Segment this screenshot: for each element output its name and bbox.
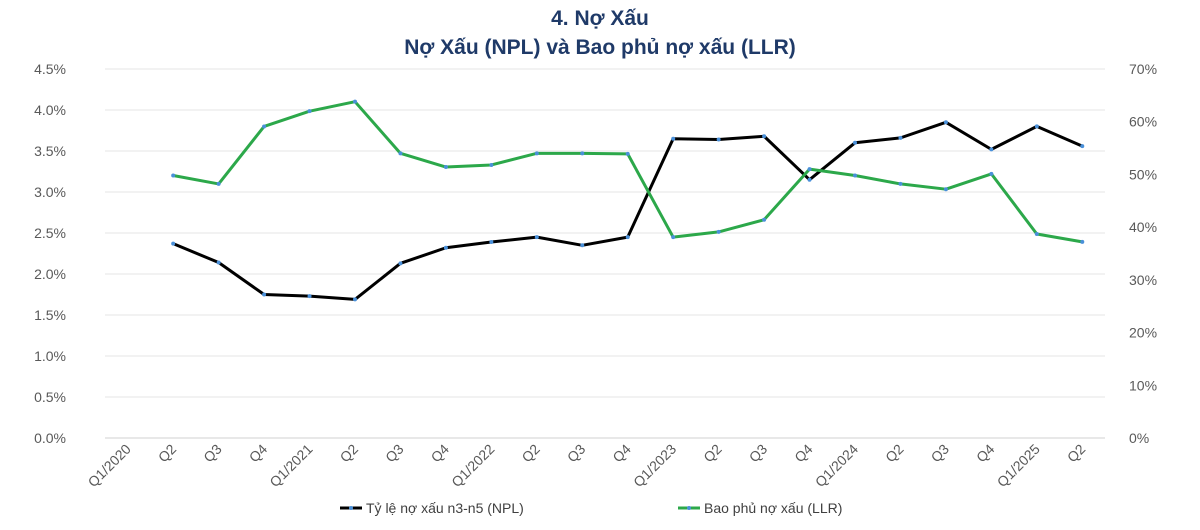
npl-data-point — [307, 294, 312, 299]
chart-title-block: 4. Nợ Xấu Nợ Xấu (NPL) và Bao phủ nợ xấu… — [0, 4, 1200, 62]
llr-data-point — [898, 181, 903, 186]
x-axis-tick-label: Q1/2022 — [448, 441, 497, 490]
x-axis-tick-label: Q1/2025 — [994, 441, 1043, 490]
llr-data-point — [853, 173, 857, 178]
llr-data-point — [353, 99, 357, 104]
right-axis-tick-label: 70% — [1129, 61, 1157, 77]
x-axis-tick-label: Q1/2024 — [812, 441, 861, 490]
llr-data-point — [262, 124, 267, 129]
x-axis-tick-label: Q3 — [746, 441, 771, 466]
right-axis-tick-label: 30% — [1129, 272, 1157, 288]
right-axis-tick-label: 0% — [1129, 430, 1149, 446]
npl-data-point — [216, 260, 221, 265]
llr-data-point — [398, 151, 403, 156]
x-axis-tick-label: Q2 — [155, 441, 180, 466]
npl-data-point — [989, 147, 994, 152]
left-axis-tick-label: 1.5% — [34, 307, 66, 323]
legend-marker — [349, 506, 353, 510]
left-axis-tick-label: 2.0% — [34, 266, 66, 282]
npl-data-point — [398, 261, 403, 266]
right-axis-tick-label: 40% — [1129, 219, 1157, 235]
x-axis-tick-label: Q1/2021 — [266, 441, 315, 490]
left-axis-tick-label: 0.5% — [34, 389, 66, 405]
x-axis-tick-label: Q4 — [246, 441, 271, 466]
llr-data-point — [171, 173, 176, 178]
x-axis-tick-label: Q4 — [791, 441, 816, 466]
llr-data-point — [307, 109, 312, 114]
left-axis-tick-label: 0.0% — [34, 430, 66, 446]
right-axis-tick-label: 10% — [1129, 377, 1157, 393]
x-axis-tick-label: Q3 — [564, 441, 589, 466]
right-axis-ticks: 0% 10% 20% 30% 40% 50% 60% 70% — [1129, 61, 1157, 446]
left-axis-tick-label: 3.5% — [34, 143, 66, 159]
llr-data-point — [216, 181, 221, 186]
npl-data-point — [807, 177, 812, 182]
npl-data-point — [262, 292, 267, 297]
llr-data-point — [989, 171, 994, 176]
left-axis-ticks: 0.0% 0.5% 1.0% 1.5% 2.0% 2.5% 3.0% 3.5% 4.0% 4.5% — [34, 61, 66, 446]
x-axis-tick-label: Q3 — [928, 441, 953, 466]
x-axis-tick-label: Q4 — [428, 441, 453, 466]
llr-data-point — [489, 162, 494, 167]
npl-series-line — [172, 120, 1083, 301]
npl-data-point — [1034, 124, 1039, 129]
right-axis-tick-label: 20% — [1129, 325, 1157, 341]
x-axis-tick-label: Q2 — [700, 441, 725, 466]
x-axis-tick-label: Q1/2020 — [85, 441, 134, 490]
npl-data-point — [171, 241, 176, 246]
left-axis-tick-label: 1.0% — [34, 348, 66, 364]
llr-data-point — [716, 229, 721, 234]
left-axis-tick-label: 2.5% — [34, 225, 66, 241]
llr-data-point — [807, 167, 812, 172]
x-axis-tick-label: Q1/2023 — [630, 441, 679, 490]
llr-data-point — [443, 165, 448, 170]
legend-label: Tỷ lệ nợ xấu n3-n5 (NPL) — [366, 500, 524, 516]
npl-data-point — [898, 135, 903, 140]
npl-data-point — [762, 134, 767, 139]
llr-data-point — [671, 235, 676, 240]
npl-data-point — [534, 235, 539, 240]
x-axis-tick-label: Q4 — [973, 441, 998, 466]
npl-data-point — [1080, 144, 1085, 149]
x-axis-tick-label: Q2 — [337, 441, 362, 466]
legend: Tỷ lệ nợ xấu n3-n5 (NPL) Bao phủ nợ xấu (… — [340, 500, 842, 516]
left-axis-tick-label: 4.0% — [34, 102, 66, 118]
npl-data-point — [943, 120, 948, 125]
left-axis-tick-label: 3.0% — [34, 184, 66, 200]
right-axis-tick-label: 60% — [1129, 114, 1157, 130]
llr-data-point — [534, 151, 539, 156]
x-axis-tick-label: Q3 — [200, 441, 225, 466]
llr-data-point — [762, 217, 767, 222]
left-axis-tick-label: 4.5% — [34, 61, 66, 77]
llr-data-point — [943, 187, 948, 192]
x-axis-tick-label: Q4 — [609, 441, 634, 466]
npl-data-point — [353, 297, 357, 302]
x-axis-tick-label: Q3 — [382, 441, 407, 466]
llr-data-point — [1080, 239, 1085, 244]
right-axis-tick-label: 50% — [1129, 166, 1157, 182]
legend-marker — [687, 506, 691, 510]
npl-data-point — [489, 240, 494, 245]
x-axis-tick-label: Q2 — [1064, 441, 1089, 466]
npl-data-point — [671, 136, 676, 141]
llr-data-point — [1034, 231, 1039, 236]
llr-data-point — [580, 151, 585, 156]
chart-subtitle: Nợ Xấu (NPL) và Bao phủ nợ xấu (LLR) — [404, 36, 796, 59]
npl-data-point — [580, 243, 585, 248]
npl-data-point — [625, 235, 630, 240]
gridlines — [105, 68, 1105, 439]
series-lines — [171, 99, 1085, 302]
x-axis-tick-label: Q2 — [518, 441, 543, 466]
chart-title: 4. Nợ Xấu — [551, 7, 649, 30]
npl-data-point — [716, 137, 721, 142]
llr-data-point — [625, 151, 630, 156]
x-axis-tick-label: Q2 — [882, 441, 907, 466]
npl-data-point — [443, 245, 448, 250]
npl-data-point — [853, 140, 857, 145]
legend-label: Bao phủ nợ xấu (LLR) — [704, 500, 842, 516]
